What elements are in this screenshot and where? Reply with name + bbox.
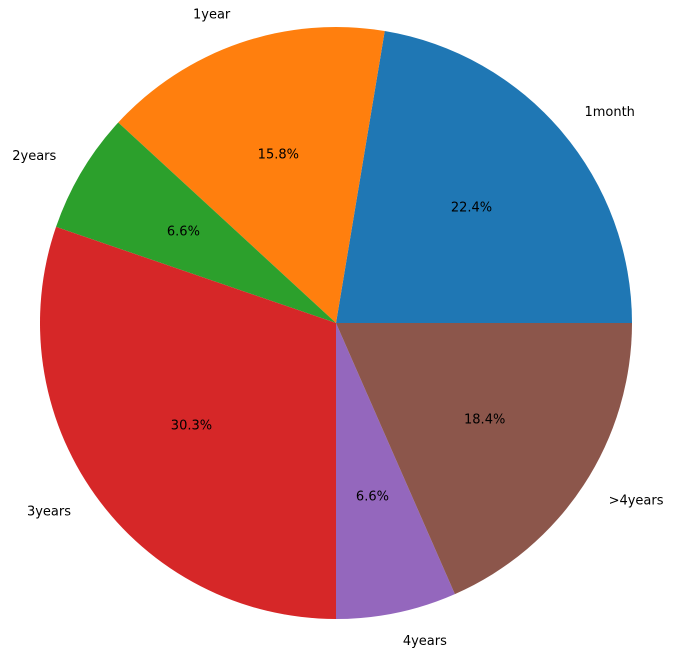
pie-slice-4years [336,323,632,595]
pie-slice-1year [118,26,385,323]
slice-label: >4years [609,494,664,509]
pie-slice-2years [56,122,337,323]
slice-label: 2years [12,149,56,164]
pie-slice-4years [336,323,455,619]
slice-label: 4years [403,634,447,649]
slice-percent-label: 18.4% [464,413,505,428]
slice-percent-label: 30.3% [171,419,212,434]
slice-percent-label: 15.8% [258,148,299,163]
slice-label: 1month [584,105,634,120]
slice-percent-label: 6.6% [356,489,389,504]
slice-label: 3years [27,505,71,520]
pie-slice-1month [336,31,632,324]
slice-label: 1year [193,8,231,23]
slice-percent-label: 22.4% [451,201,492,216]
pie-slice-3years [40,226,337,619]
slice-percent-label: 6.6% [167,225,200,240]
